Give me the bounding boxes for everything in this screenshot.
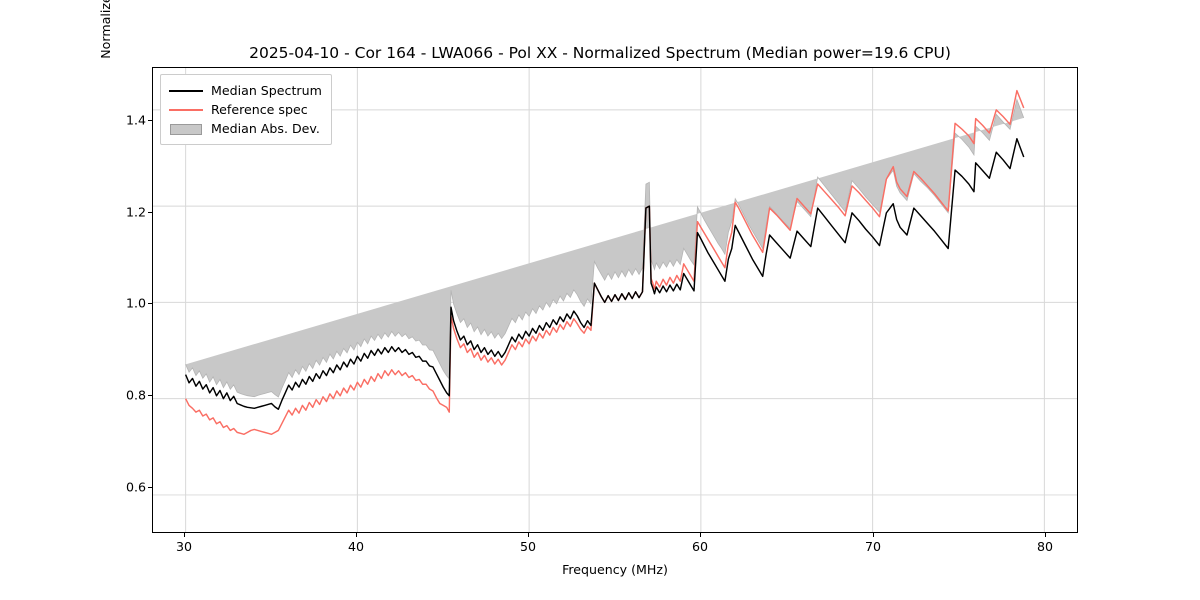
y-tick-mark xyxy=(148,212,152,214)
x-tick-label-4: 60 xyxy=(691,539,709,554)
y-tick-mark xyxy=(148,120,152,122)
y-axis-ticks: 1.4 1.2 1.0 0.8 0.6 xyxy=(104,0,146,600)
legend-item-reference-spec: Reference spec xyxy=(169,100,322,119)
reference-spec-line xyxy=(184,89,1025,436)
x-tick-mark xyxy=(184,533,186,537)
x-tick-mark xyxy=(528,533,530,537)
legend-item-median-spectrum: Median Spectrum xyxy=(169,81,322,100)
legend-line-key-icon xyxy=(169,84,203,98)
x-tick-label-3: 50 xyxy=(519,539,537,554)
x-tick-mark xyxy=(700,533,702,537)
x-tick-label-6: 80 xyxy=(1036,539,1054,554)
legend-label: Median Spectrum xyxy=(211,83,322,98)
page-title: 2025-04-10 - Cor 164 - LWA066 - Pol XX -… xyxy=(249,44,951,62)
legend-label: Median Abs. Dev. xyxy=(211,121,320,136)
legend-item-median-abs-dev: Median Abs. Dev. xyxy=(169,119,322,138)
x-tick-mark xyxy=(356,533,358,537)
median-spectrum-line xyxy=(184,138,1025,410)
y-tick-label-2: 1.2 xyxy=(125,204,146,220)
y-tick-mark xyxy=(148,303,152,305)
x-tick-mark xyxy=(1045,533,1047,537)
y-tick-label-3: 1.0 xyxy=(125,295,146,311)
legend-patch-key-icon xyxy=(169,122,203,136)
x-tick-label-2: 40 xyxy=(347,539,365,554)
x-axis-label: Frequency (MHz) xyxy=(562,562,668,577)
x-tick-mark xyxy=(873,533,875,537)
y-tick-label-5: 0.6 xyxy=(125,479,146,495)
legend: Median Spectrum Reference spec Median Ab… xyxy=(160,74,332,145)
y-tick-mark xyxy=(148,395,152,397)
legend-line-key-icon xyxy=(169,103,203,117)
y-tick-label-4: 0.8 xyxy=(125,387,146,403)
spectrum-plot xyxy=(153,68,1077,532)
y-tick-mark xyxy=(148,487,152,489)
legend-label: Reference spec xyxy=(211,102,308,117)
x-tick-label-1: 30 xyxy=(175,539,193,554)
y-tick-label-1: 1.4 xyxy=(125,112,146,128)
gridlines xyxy=(153,68,1077,532)
x-tick-label-5: 70 xyxy=(864,539,882,554)
